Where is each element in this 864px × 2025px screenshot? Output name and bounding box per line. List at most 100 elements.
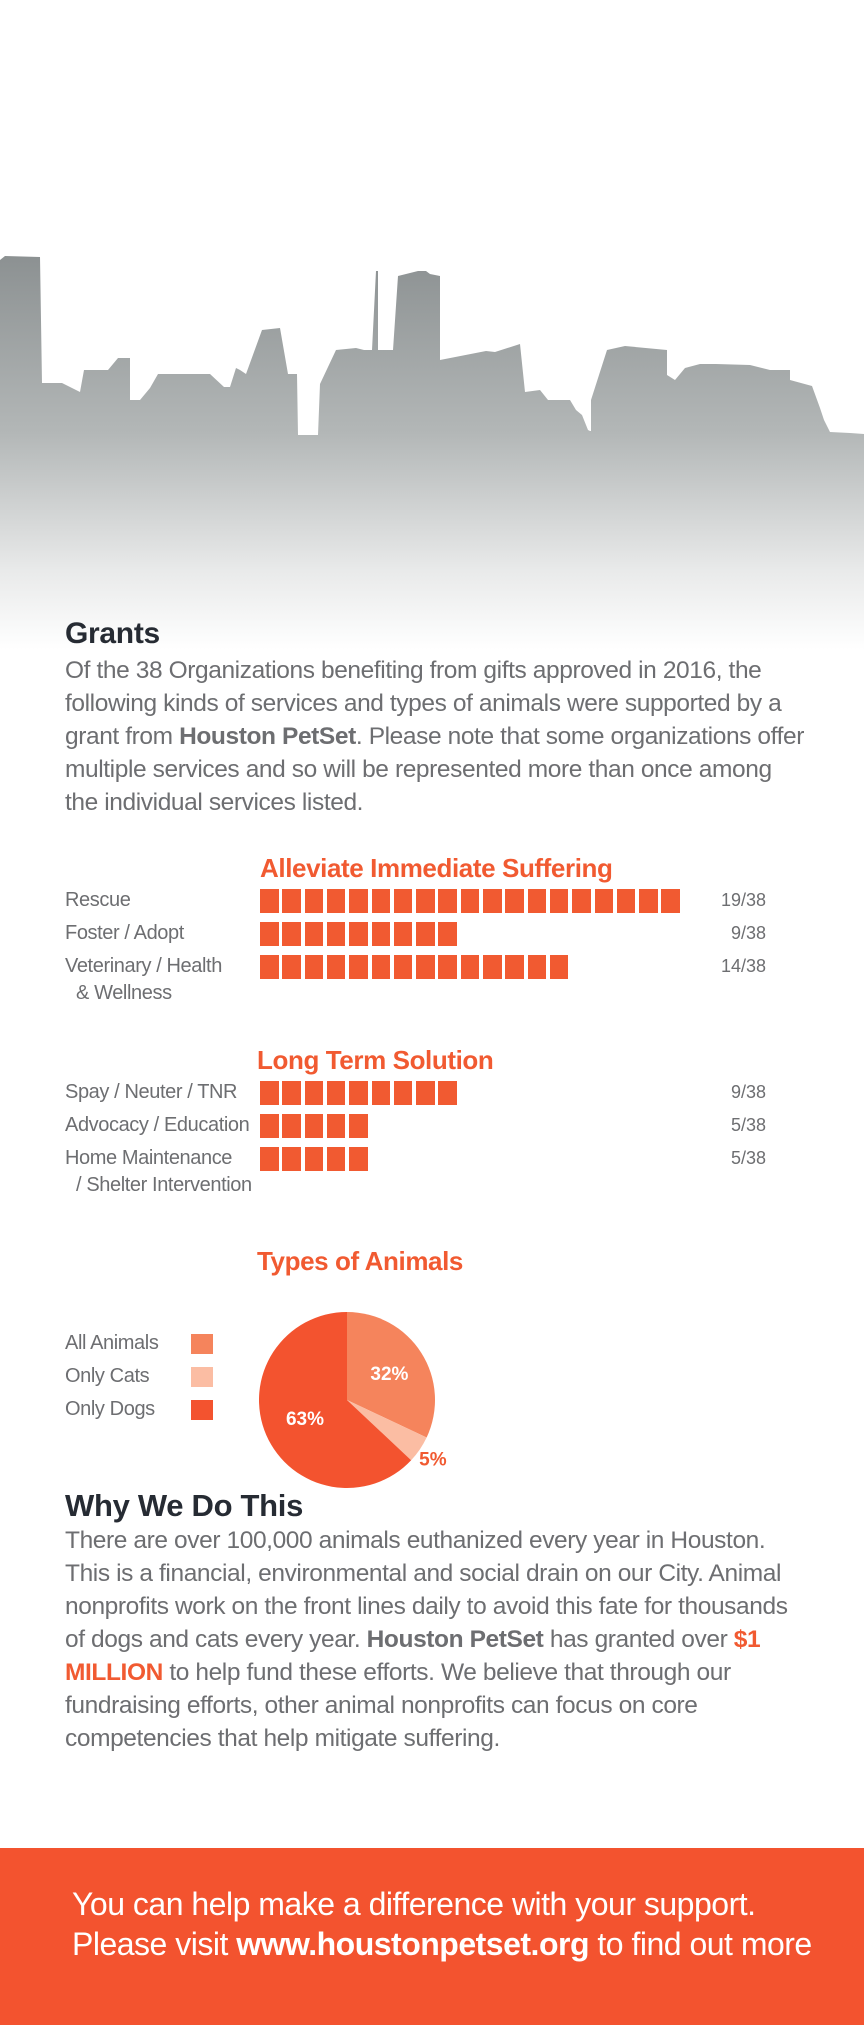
- bar-label-line: / Shelter Intervention: [76, 1174, 252, 1196]
- bar-label-line: & Wellness: [76, 982, 172, 1004]
- bar-segment: [483, 889, 502, 913]
- footer-visit-suffix: to find out more: [588, 1926, 812, 1962]
- grants-intro-part2: . Please note that some organizations of…: [65, 723, 805, 816]
- bar-label-line: Rescue: [65, 889, 131, 911]
- bar-segment: [393, 889, 413, 913]
- city-skyline-graphic: [0, 256, 864, 650]
- bar-segment: [304, 889, 324, 913]
- bar-segment: [438, 955, 457, 979]
- bar-segment: [416, 889, 435, 913]
- footer-line-2: Please visit www.houstonpetset.org to fi…: [72, 1924, 812, 1964]
- bar-segment: [661, 889, 680, 913]
- bar-value-foster-adopt: 9/38: [730, 923, 766, 943]
- bar-segment: [527, 889, 547, 913]
- bar-segment: [282, 955, 301, 979]
- bar-segment: [594, 889, 613, 913]
- chart-title-immediate-suffering: Alleviate Immediate Suffering: [260, 853, 613, 883]
- bar-segment: [326, 1114, 346, 1138]
- bar-label-line: Spay / Neuter / TNR: [65, 1081, 238, 1103]
- pie-label-only-cats: 5%: [419, 1449, 447, 1470]
- bar-segment: [438, 922, 457, 946]
- footer-url-link[interactable]: www.houstonpetset.org: [236, 1926, 589, 1962]
- grants-intro-part1: Of the 38 Organizations benefiting from …: [65, 657, 782, 750]
- footer-line-1: You can help make a difference with your…: [72, 1886, 756, 1922]
- bar-segment: [371, 955, 390, 979]
- legend-label-only-dogs: Only Dogs: [65, 1398, 155, 1420]
- bar-segment: [304, 955, 324, 979]
- bar-segment: [304, 922, 324, 946]
- bar-segment: [416, 922, 435, 946]
- legend-swatch-all-animals: [191, 1334, 213, 1354]
- bar-segment: [438, 889, 457, 913]
- bar-segment: [505, 889, 524, 913]
- bar-segment: [460, 889, 480, 913]
- bar-segment: [282, 922, 301, 946]
- grants-intro: Of the 38 Organizations benefiting from …: [65, 654, 805, 819]
- bar-segment: [326, 1081, 346, 1105]
- footer-visit-prefix: Please visit: [72, 1926, 237, 1962]
- bar-segment: [282, 1081, 301, 1105]
- bar-segment: [349, 1081, 368, 1105]
- why-brand: Houston PetSet: [366, 1626, 544, 1653]
- bar-segment: [639, 889, 658, 913]
- bar-value-rescue: 19/38: [720, 890, 766, 910]
- bar-segment: [349, 1114, 368, 1138]
- bar-segment: [260, 889, 279, 913]
- bar-segment: [460, 955, 480, 979]
- bar-segment: [326, 889, 346, 913]
- bar-segment: [260, 1081, 279, 1105]
- bar-segment: [282, 889, 301, 913]
- bar-label-rescue: Rescue: [65, 887, 131, 914]
- bar-segment: [282, 1147, 301, 1171]
- bar-segment: [393, 1081, 413, 1105]
- bar-label-spay-neuter-tnr: Spay / Neuter / TNR: [65, 1079, 238, 1106]
- bar-segment: [505, 955, 524, 979]
- bar-segment: [349, 922, 368, 946]
- pie-chart-types-of-animals: 32% 5% 63%: [259, 1312, 447, 1488]
- bar-segment: [304, 1114, 324, 1138]
- bar-segment: [371, 922, 390, 946]
- bar-segment: [371, 1081, 390, 1105]
- legend-label-all-animals: All Animals: [65, 1332, 159, 1354]
- bar-segment: [527, 955, 547, 979]
- legend-swatch-only-dogs: [191, 1400, 213, 1420]
- grants-heading: Grants: [65, 617, 160, 650]
- bar-segment: [616, 889, 636, 913]
- bar-segment: [349, 1147, 368, 1171]
- bar-label-advocacy-education: Advocacy / Education: [65, 1112, 250, 1139]
- bar-value-spay-neuter-tnr: 9/38: [730, 1082, 766, 1102]
- bar-segment: [260, 1114, 279, 1138]
- bar-segment: [326, 1147, 346, 1171]
- pie-label-only-dogs: 63%: [286, 1409, 324, 1430]
- footer-banner: You can help make a difference with your…: [0, 1848, 864, 2025]
- bar-label-foster-adopt: Foster / Adopt: [65, 920, 184, 947]
- pie-label-all-animals: 32%: [370, 1364, 408, 1385]
- bar-segment: [260, 955, 279, 979]
- bar-segment: [416, 1081, 435, 1105]
- legend-label-only-cats: Only Cats: [65, 1365, 150, 1387]
- pie-slice-all-animals: [347, 1312, 435, 1438]
- grants-brand: Houston PetSet: [179, 723, 356, 750]
- bar-label-line: Foster / Adopt: [65, 922, 184, 944]
- bar-segment: [304, 1147, 324, 1171]
- bar-value-home-maintenance-shelter-intervention: 5/38: [730, 1148, 766, 1168]
- bar-segment: [438, 1081, 457, 1105]
- why-paragraph: There are over 100,000 animals euthanize…: [65, 1524, 805, 1755]
- bar-segment: [393, 922, 413, 946]
- bar-segment: [349, 955, 368, 979]
- why-amount: $1 MILLION: [65, 1626, 761, 1686]
- bar-segment: [304, 1081, 324, 1105]
- why-text-part3: to help fund these efforts. We believe t…: [65, 1659, 731, 1752]
- bar-segment: [416, 955, 435, 979]
- bar-segment: [260, 1147, 279, 1171]
- why-heading: Why We Do This: [65, 1488, 304, 1523]
- bar-segment: [549, 955, 569, 979]
- bar-segment: [260, 922, 279, 946]
- why-text-part1: There are over 100,000 animals euthanize…: [65, 1527, 788, 1653]
- bar-label-home-maintenance-shelter-intervention: Home Maintenance / Shelter Intervention: [65, 1145, 252, 1199]
- bar-segment: [483, 955, 502, 979]
- bar-value-veterinary-health-wellness: 14/38: [720, 956, 766, 976]
- chart-title-types-of-animals: Types of Animals: [257, 1246, 463, 1276]
- why-text-part2: has granted over: [543, 1626, 734, 1653]
- bar-segment: [393, 955, 413, 979]
